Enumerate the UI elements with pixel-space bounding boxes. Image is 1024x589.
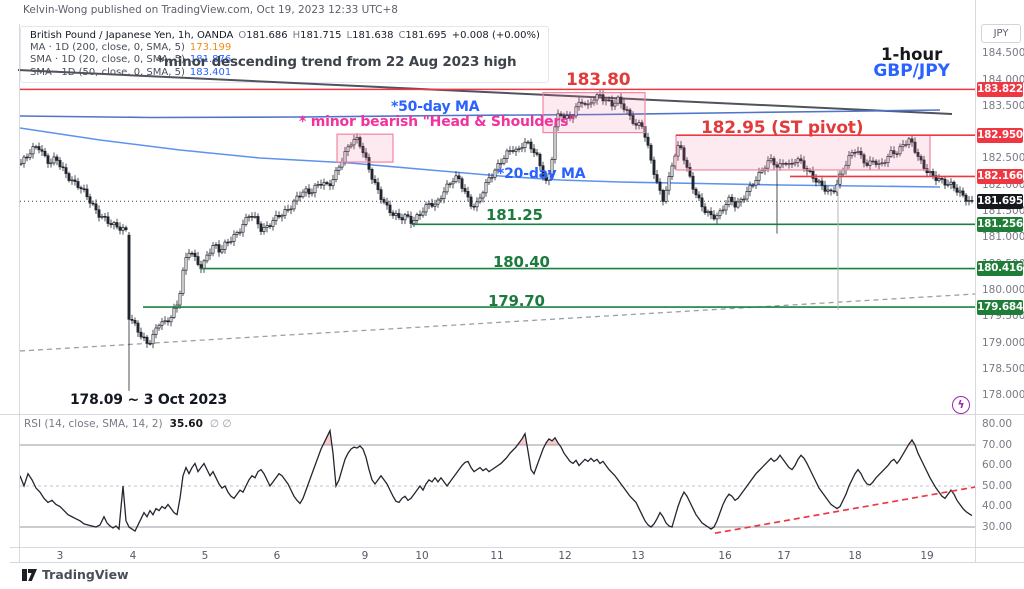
- ohlc-key: O: [238, 30, 247, 41]
- ohlc-key: L: [346, 30, 353, 41]
- indicator-label: SMA · 1D (20, close, 0, SMA, 5): [30, 54, 185, 66]
- indicator-label: SMA · 1D (50, close, 0, SMA, 5): [30, 66, 185, 78]
- tradingview-logo-text: TradingView: [42, 567, 129, 582]
- ohlc-value: 181.638: [352, 30, 394, 41]
- rsi-pane: [19, 428, 976, 534]
- indicator-rows: MA · 1D (200, close, 0, SMA, 5) 173.199 SM…: [30, 42, 540, 79]
- price-label: 182.166: [977, 168, 1023, 184]
- date-label: 5: [201, 550, 209, 562]
- indicator-value: 181.876: [189, 54, 232, 66]
- price-label: 180.416: [977, 261, 1023, 277]
- change-value: +0.008 (+0.00%): [451, 30, 540, 41]
- price-tick: 183.500: [982, 99, 1024, 112]
- rsi-tick: 50.00: [982, 479, 1013, 492]
- watermark-timeframe: 1-hour: [881, 45, 943, 64]
- ohlc-key: H: [292, 30, 301, 41]
- date-label: 6: [273, 550, 281, 562]
- ohlc-values: O181.686 H181.715 L181.638 C181.695: [233, 30, 446, 41]
- date-label: 4: [129, 550, 137, 562]
- descending-trendline[interactable]: [17, 69, 953, 115]
- price-label: 182.950: [977, 127, 1023, 143]
- ohlc-key: C: [398, 30, 406, 41]
- rsi-overbought-fill: [20, 430, 972, 445]
- head-and-shoulders-boxes[interactable]: [336, 92, 931, 171]
- chart-annotation[interactable]: 182.95 (ST pivot): [701, 118, 864, 138]
- watermark-symbol: GBP/JPY: [873, 61, 950, 81]
- indicator-row[interactable]: SMA · 1D (50, close, 0, SMA, 5) 183.401: [30, 67, 540, 79]
- rsi-tick: 30.00: [982, 520, 1013, 533]
- chart-annotation[interactable]: 179.70: [488, 292, 545, 310]
- price-tick: 178.000: [982, 389, 1024, 402]
- rsi-title: RSI (14, close, SMA, 14, 2): [24, 418, 163, 430]
- tradingview-logo-icon: [22, 568, 37, 581]
- price-label: 179.684: [977, 299, 1023, 315]
- date-label: 10: [415, 550, 429, 562]
- date-label: 16: [718, 550, 732, 562]
- rsi-support-trendline[interactable]: [714, 486, 976, 534]
- rsi-tick: 60.00: [982, 459, 1013, 471]
- price-label: 181.256: [977, 216, 1023, 232]
- price-label: 181.695: [977, 193, 1023, 209]
- date-label: 11: [490, 550, 504, 562]
- rsi-tick: 70.00: [982, 438, 1013, 451]
- rsi-tick: 40.00: [982, 500, 1013, 512]
- date-label: 3: [56, 550, 64, 562]
- chart-annotation[interactable]: 181.25: [486, 206, 543, 224]
- indicator-row[interactable]: SMA · 1D (20, close, 0, SMA, 5) 181.876: [30, 54, 540, 66]
- price-tick: 181.000: [982, 231, 1024, 244]
- date-label: 12: [558, 550, 572, 562]
- chart-annotation[interactable]: 180.40: [493, 253, 550, 271]
- price-axis-border: [975, 0, 976, 563]
- candlestick-series: [19, 90, 974, 391]
- price-label: 183.822: [977, 81, 1023, 97]
- chart-annotation[interactable]: * minor bearish "Head & Shoulders": [299, 114, 576, 130]
- left-pane-border: [19, 24, 20, 563]
- indicator-value: 183.401: [189, 66, 232, 78]
- chart-annotation[interactable]: 183.80: [566, 70, 631, 90]
- currency-button[interactable]: JPY: [981, 24, 1021, 43]
- date-label: 19: [920, 550, 934, 562]
- chart-annotation[interactable]: *20-day MA: [497, 166, 586, 182]
- indicator-row[interactable]: MA · 1D (200, close, 0, SMA, 5) 173.199: [30, 42, 540, 54]
- time-axis-bottom-border: [10, 562, 1024, 563]
- time-axis-top-border: [10, 547, 1024, 548]
- ohlc-value: 181.695: [405, 30, 447, 41]
- symbol-title: British Pound / Japanese Yen, 1h, OANDA: [30, 30, 234, 41]
- price-tick: 178.500: [982, 362, 1024, 375]
- rising-dashed-trendline[interactable]: [19, 293, 976, 352]
- rsi-line: [19, 428, 973, 533]
- price-level-lines[interactable]: [20, 88, 975, 308]
- indicator-label: MA · 1D (200, close, 0, SMA, 5): [30, 42, 185, 54]
- ohlc-value: 181.686: [246, 30, 288, 41]
- rsi-tick: 80.00: [982, 418, 1013, 430]
- chart-annotation[interactable]: 178.09 ~ 3 Oct 2023: [70, 392, 228, 408]
- pane-separator[interactable]: [0, 414, 1024, 415]
- boost-lightning-icon[interactable]: ϟ: [952, 396, 970, 414]
- chart-annotation[interactable]: *minor descending trend from 22 Aug 2023…: [157, 54, 517, 70]
- tradingview-logo[interactable]: TradingView: [22, 567, 129, 582]
- ohlc-value: 181.715: [300, 30, 342, 41]
- indicator-value: 173.199: [189, 42, 232, 54]
- price-tick: 180.000: [982, 283, 1024, 296]
- date-label: 17: [777, 550, 791, 562]
- price-tick: 179.000: [982, 336, 1024, 349]
- date-label: 18: [848, 550, 862, 562]
- chart-annotation[interactable]: *50-day MA: [391, 99, 480, 115]
- date-label: 13: [631, 550, 645, 562]
- rsi-value: 35.60: [169, 418, 203, 430]
- moving-average-lines: [19, 109, 941, 188]
- rsi-header[interactable]: RSI (14, close, SMA, 14, 2) 35.60 ∅ ∅: [24, 418, 232, 430]
- price-tick: 184.500: [982, 47, 1024, 60]
- date-label: 9: [361, 550, 369, 562]
- chart-watermark: 1-hour GBP/JPY: [873, 46, 950, 80]
- attribution-text: Kelvin-Wong published on TradingView.com…: [23, 4, 398, 16]
- price-tick: 182.500: [982, 152, 1024, 165]
- symbol-row[interactable]: British Pound / Japanese Yen, 1h, OANDA O…: [30, 30, 540, 42]
- rsi-toggle-icons[interactable]: ∅ ∅: [209, 418, 232, 430]
